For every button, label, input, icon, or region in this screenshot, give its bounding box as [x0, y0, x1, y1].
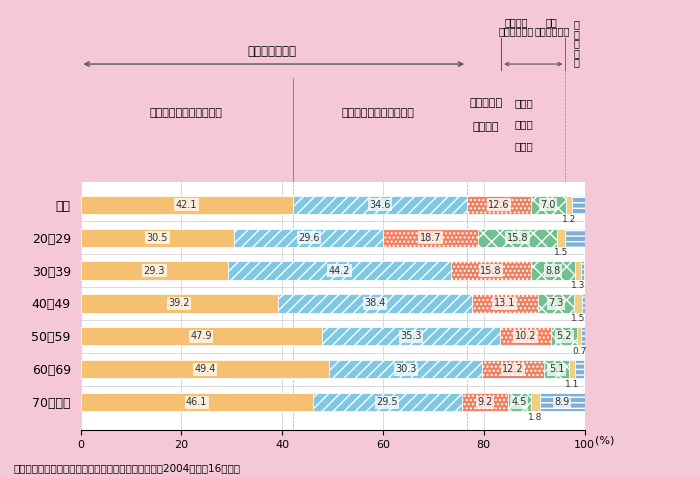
Bar	[569, 360, 575, 379]
Text: 15.8: 15.8	[480, 266, 501, 275]
Text: いない: いない	[514, 141, 533, 151]
Bar	[582, 261, 584, 280]
Bar	[313, 393, 461, 411]
Text: 感じていない: 感じていない	[534, 26, 569, 36]
Text: 29.3: 29.3	[144, 266, 165, 275]
Bar	[80, 393, 313, 411]
Text: 44.2: 44.2	[329, 266, 350, 275]
Bar	[80, 294, 278, 313]
Text: (%): (%)	[594, 435, 614, 445]
Text: 12.6: 12.6	[488, 200, 510, 210]
Text: 1.3: 1.3	[571, 281, 585, 290]
Text: 全く: 全く	[546, 17, 558, 27]
Text: 1.1: 1.1	[565, 380, 580, 389]
Text: な: な	[574, 48, 580, 58]
Text: 29.5: 29.5	[377, 397, 398, 407]
Bar	[228, 261, 451, 280]
Text: 1.2: 1.2	[562, 216, 576, 224]
Bar	[565, 228, 584, 247]
Text: 感じて: 感じて	[514, 120, 533, 129]
Bar	[472, 294, 538, 313]
Text: 8.8: 8.8	[545, 266, 561, 275]
Text: わ: わ	[574, 19, 580, 29]
Bar	[557, 228, 565, 247]
Text: 危機感を感じる: 危機感を感じる	[248, 45, 297, 58]
Text: 0.7: 0.7	[572, 347, 587, 356]
Bar	[322, 327, 500, 346]
Bar	[544, 360, 569, 379]
Text: 38.4: 38.4	[364, 298, 386, 308]
Text: 13.1: 13.1	[494, 298, 515, 308]
Text: 感じていない: 感じていない	[499, 26, 534, 36]
Text: 4.5: 4.5	[512, 397, 527, 407]
Text: 12.2: 12.2	[502, 364, 524, 374]
Text: 47.9: 47.9	[190, 331, 212, 341]
Text: 1.5: 1.5	[554, 248, 568, 257]
Text: 多少危機感を感じている: 多少危機感を感じている	[342, 108, 414, 118]
Bar	[80, 261, 228, 280]
Text: あまり: あまり	[514, 98, 533, 108]
Bar	[531, 393, 540, 411]
Bar	[582, 294, 585, 313]
Bar	[500, 327, 551, 346]
Bar	[575, 360, 584, 379]
Bar	[575, 261, 582, 280]
Bar	[330, 360, 482, 379]
Text: ら: ら	[574, 38, 580, 48]
Text: 34.6: 34.6	[369, 200, 391, 210]
Bar	[80, 228, 235, 247]
Bar	[551, 327, 577, 346]
Bar	[80, 360, 330, 379]
Text: 49.4: 49.4	[195, 364, 216, 374]
Bar	[278, 294, 472, 313]
Text: 1.8: 1.8	[528, 413, 542, 422]
Text: 資料：内閣府「少子化対策に関する特別世論調査」（2004（平成16）年）: 資料：内閣府「少子化対策に関する特別世論調査」（2004（平成16）年）	[14, 463, 241, 473]
Bar	[461, 393, 508, 411]
Text: 30.3: 30.3	[395, 364, 416, 374]
Text: 危機感を: 危機感を	[505, 17, 528, 27]
Text: 42.1: 42.1	[176, 200, 197, 210]
Bar	[384, 228, 477, 247]
Bar	[540, 393, 584, 411]
Bar	[531, 196, 566, 214]
Text: 5.1: 5.1	[549, 364, 564, 374]
Bar	[293, 196, 467, 214]
Text: 7.3: 7.3	[548, 298, 564, 308]
Bar	[477, 228, 557, 247]
Bar	[575, 294, 582, 313]
Bar	[451, 261, 531, 280]
Text: い: い	[574, 57, 580, 67]
Bar	[80, 327, 322, 346]
Text: 39.2: 39.2	[169, 298, 190, 308]
Text: 9.2: 9.2	[477, 397, 492, 407]
Bar	[578, 327, 581, 346]
Text: 15.8: 15.8	[507, 233, 528, 243]
Text: 30.5: 30.5	[146, 233, 168, 243]
Text: 8.9: 8.9	[554, 397, 570, 407]
Text: 18.7: 18.7	[420, 233, 441, 243]
Text: 5.2: 5.2	[556, 331, 572, 341]
Bar	[467, 196, 531, 214]
Text: いえない: いえない	[473, 122, 500, 132]
Bar	[508, 393, 531, 411]
Bar	[80, 196, 293, 214]
Bar	[566, 196, 572, 214]
Text: 46.1: 46.1	[186, 397, 207, 407]
Text: 大変危機感を感じている: 大変危機感を感じている	[150, 108, 223, 118]
Text: か: か	[574, 29, 580, 39]
Bar	[538, 294, 575, 313]
Text: 35.3: 35.3	[400, 331, 421, 341]
Bar	[581, 327, 584, 346]
Text: 29.6: 29.6	[298, 233, 320, 243]
Text: 1.5: 1.5	[571, 314, 585, 323]
Text: 7.0: 7.0	[540, 200, 556, 210]
Bar	[572, 196, 584, 214]
Text: 10.2: 10.2	[514, 331, 536, 341]
Text: どちらとも: どちらとも	[470, 98, 503, 108]
Bar	[482, 360, 544, 379]
Bar	[234, 228, 384, 247]
Bar	[531, 261, 575, 280]
